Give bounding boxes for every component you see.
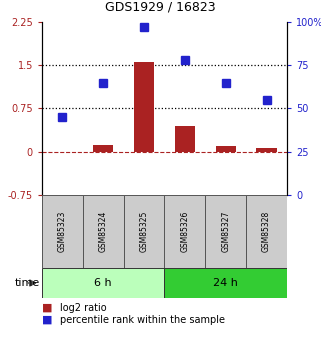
Text: log2 ratio: log2 ratio [60, 303, 107, 313]
Text: GSM85328: GSM85328 [262, 211, 271, 252]
Text: GSM85327: GSM85327 [221, 211, 230, 252]
Bar [256, 148, 277, 152]
Bar [134, 62, 154, 152]
Text: time: time [15, 278, 40, 288]
Bar [93, 145, 113, 152]
Bar [164, 268, 287, 298]
Bar [124, 195, 164, 268]
Text: 24 h: 24 h [213, 278, 238, 288]
Bar [246, 195, 287, 268]
Bar [205, 195, 246, 268]
Text: ■: ■ [42, 315, 53, 325]
Text: percentile rank within the sample: percentile rank within the sample [60, 315, 225, 325]
Bar [42, 195, 83, 268]
Text: GSM85324: GSM85324 [99, 211, 108, 252]
Text: GSM85326: GSM85326 [180, 211, 189, 252]
Bar [164, 195, 205, 268]
Text: GDS1929 / 16823: GDS1929 / 16823 [105, 0, 216, 13]
Text: 6 h: 6 h [94, 278, 112, 288]
Bar [42, 268, 164, 298]
Bar [215, 146, 236, 152]
Text: GSM85323: GSM85323 [58, 211, 67, 252]
Bar [175, 126, 195, 152]
Text: GSM85325: GSM85325 [140, 211, 149, 252]
Bar [83, 195, 124, 268]
Text: ■: ■ [42, 303, 53, 313]
